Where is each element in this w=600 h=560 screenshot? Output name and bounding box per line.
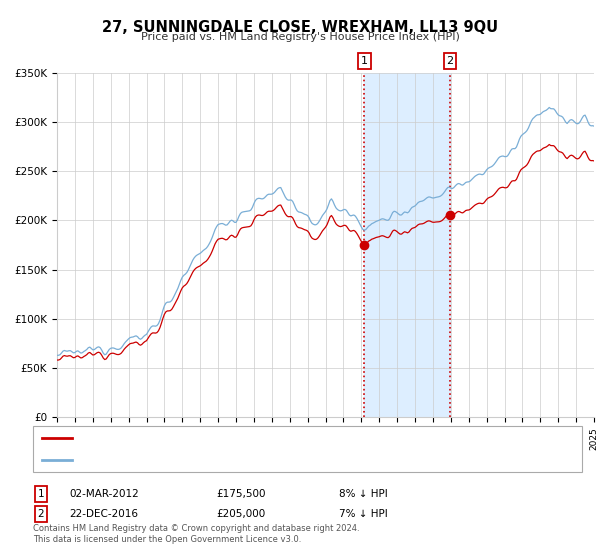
Text: 22-DEC-2016: 22-DEC-2016 — [69, 509, 138, 519]
Text: 27, SUNNINGDALE CLOSE, WREXHAM, LL13 9QU (detached house): 27, SUNNINGDALE CLOSE, WREXHAM, LL13 9QU… — [78, 433, 404, 444]
Text: £175,500: £175,500 — [216, 489, 265, 499]
Text: Contains HM Land Registry data © Crown copyright and database right 2024.: Contains HM Land Registry data © Crown c… — [33, 524, 359, 533]
Text: 02-MAR-2012: 02-MAR-2012 — [69, 489, 139, 499]
Text: 8% ↓ HPI: 8% ↓ HPI — [339, 489, 388, 499]
Text: 1: 1 — [37, 489, 44, 499]
Text: 1: 1 — [361, 56, 368, 66]
Text: HPI: Average price, detached house, Wrexham: HPI: Average price, detached house, Wrex… — [78, 455, 305, 465]
Text: 27, SUNNINGDALE CLOSE, WREXHAM, LL13 9QU: 27, SUNNINGDALE CLOSE, WREXHAM, LL13 9QU — [102, 20, 498, 35]
Text: £205,000: £205,000 — [216, 509, 265, 519]
Text: Price paid vs. HM Land Registry's House Price Index (HPI): Price paid vs. HM Land Registry's House … — [140, 32, 460, 43]
Text: 2: 2 — [37, 509, 44, 519]
Bar — [364, 73, 450, 417]
Text: 2: 2 — [446, 56, 454, 66]
Text: 7% ↓ HPI: 7% ↓ HPI — [339, 509, 388, 519]
Text: This data is licensed under the Open Government Licence v3.0.: This data is licensed under the Open Gov… — [33, 535, 301, 544]
